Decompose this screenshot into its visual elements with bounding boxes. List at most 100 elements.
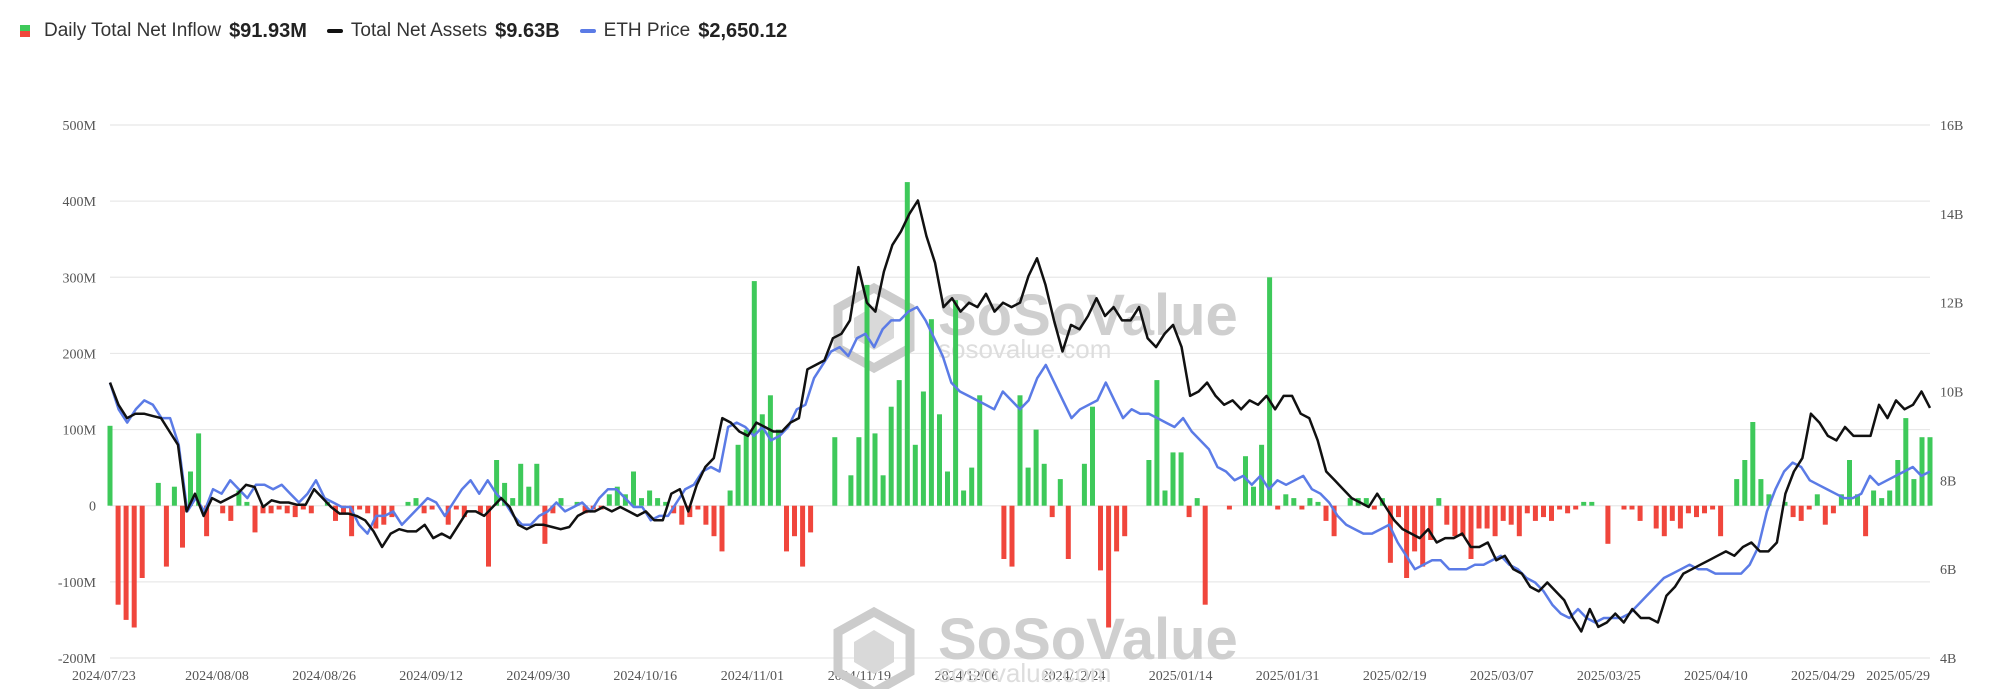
inflow-bar[interactable] (1194, 498, 1200, 506)
inflow-bar[interactable] (1444, 505, 1450, 525)
inflow-bar[interactable] (1396, 505, 1401, 518)
inflow-bar[interactable] (679, 505, 685, 525)
inflow-bar[interactable] (1162, 490, 1168, 506)
inflow-bar[interactable] (1500, 505, 1506, 521)
inflow-bar[interactable] (284, 505, 290, 514)
inflow-bar[interactable] (1806, 505, 1812, 510)
inflow-bar[interactable] (1307, 498, 1313, 506)
inflow-bar[interactable] (107, 425, 113, 506)
inflow-bar[interactable] (953, 300, 959, 506)
inflow-bar[interactable] (1677, 505, 1683, 529)
inflow-bar[interactable] (1871, 490, 1877, 506)
inflow-bar[interactable] (1903, 418, 1909, 506)
inflow-bar[interactable] (1299, 505, 1305, 510)
inflow-bar[interactable] (848, 475, 854, 506)
inflow-bar[interactable] (1106, 505, 1112, 628)
inflow-bar[interactable] (1863, 505, 1869, 537)
inflow-bar[interactable] (1750, 422, 1756, 506)
inflow-bar[interactable] (461, 505, 467, 518)
inflow-bar[interactable] (1323, 505, 1329, 521)
inflow-bar[interactable] (413, 498, 419, 506)
inflow-bar[interactable] (260, 505, 266, 514)
inflow-bar[interactable] (937, 414, 942, 506)
inflow-bar[interactable] (1605, 505, 1611, 544)
inflow-bar[interactable] (1154, 380, 1160, 506)
inflow-bar[interactable] (1275, 505, 1281, 510)
inflow-bar[interactable] (631, 471, 636, 506)
inflow-bar[interactable] (1814, 494, 1820, 506)
inflow-bar[interactable] (486, 505, 491, 567)
inflow-bar[interactable] (123, 505, 129, 620)
inflow-bar[interactable] (1734, 479, 1740, 506)
inflow-bar[interactable] (268, 505, 274, 514)
inflow-bar[interactable] (856, 437, 862, 506)
inflow-bar[interactable] (775, 429, 781, 506)
inflow-bar[interactable] (204, 505, 210, 537)
inflow-bar[interactable] (1428, 505, 1434, 540)
inflow-bar[interactable] (502, 482, 508, 506)
inflow-bar[interactable] (1202, 505, 1208, 605)
inflow-bar[interactable] (735, 444, 741, 506)
inflow-bar[interactable] (1315, 501, 1321, 506)
inflow-bar[interactable] (639, 498, 644, 506)
inflow-bar[interactable] (1581, 501, 1587, 506)
inflow-bar[interactable] (977, 395, 983, 506)
inflow-bar[interactable] (1065, 505, 1071, 559)
inflow-bar[interactable] (1460, 505, 1466, 537)
inflow-bar[interactable] (196, 433, 202, 506)
inflow-bar[interactable] (1363, 498, 1369, 506)
inflow-bar[interactable] (1702, 505, 1707, 514)
inflow-bar[interactable] (1758, 479, 1764, 506)
inflow-bar[interactable] (1259, 444, 1265, 506)
inflow-bar[interactable] (1476, 505, 1482, 529)
inflow-bar[interactable] (1589, 501, 1595, 506)
inflow-bar[interactable] (341, 505, 346, 514)
inflow-bar[interactable] (1653, 505, 1659, 529)
inflow-bar[interactable] (1516, 505, 1522, 537)
inflow-bar[interactable] (1057, 479, 1063, 506)
inflow-bar[interactable] (1251, 486, 1256, 506)
inflow-bar[interactable] (1549, 505, 1554, 521)
inflow-bar[interactable] (1243, 456, 1248, 506)
inflow-bar[interactable] (1001, 505, 1007, 559)
inflow-bar[interactable] (864, 284, 870, 506)
inflow-bar[interactable] (1838, 494, 1844, 506)
inflow-bar[interactable] (1178, 452, 1184, 506)
inflow-bar[interactable] (711, 505, 717, 537)
inflow-bar[interactable] (1565, 505, 1571, 514)
inflow-bar[interactable] (1669, 505, 1675, 521)
legend-item-inflow[interactable]: Daily Total Net Inflow $91.93M (20, 20, 307, 43)
inflow-bar[interactable] (1685, 505, 1691, 514)
inflow-bar[interactable] (429, 505, 435, 510)
inflow-bar[interactable] (1122, 505, 1128, 537)
inflow-bar[interactable] (349, 505, 355, 537)
inflow-bar[interactable] (220, 505, 226, 514)
inflow-bar[interactable] (1661, 505, 1667, 537)
legend-item-price[interactable]: ETH Price $2,650.12 (579, 20, 787, 43)
inflow-bar[interactable] (1484, 505, 1490, 529)
inflow-bar[interactable] (743, 429, 749, 506)
inflow-bar[interactable] (1822, 505, 1828, 525)
inflow-bar[interactable] (236, 490, 242, 506)
inflow-bar[interactable] (1283, 494, 1289, 506)
inflow-bar[interactable] (969, 467, 975, 506)
inflow-bar[interactable] (961, 490, 967, 506)
inflow-bar[interactable] (727, 490, 733, 506)
inflow-bar[interactable] (647, 490, 653, 506)
inflow-bar[interactable] (1766, 494, 1772, 506)
legend-item-assets[interactable]: Total Net Assets $9.63B (326, 20, 560, 43)
inflow-bar[interactable] (1879, 498, 1885, 506)
inflow-bar[interactable] (453, 505, 459, 510)
inflow-bar[interactable] (1033, 429, 1039, 506)
inflow-bar[interactable] (1017, 395, 1023, 506)
inflow-bar[interactable] (445, 505, 451, 525)
inflow-bar[interactable] (333, 505, 338, 521)
inflow-bar[interactable] (228, 505, 234, 521)
inflow-bar[interactable] (1049, 505, 1055, 518)
inflow-bar[interactable] (904, 182, 910, 506)
inflow-bar[interactable] (1798, 505, 1804, 521)
inflow-bar[interactable] (550, 505, 556, 514)
inflow-bar[interactable] (1710, 505, 1716, 510)
inflow-bar[interactable] (792, 505, 797, 537)
inflow-bar[interactable] (558, 498, 564, 506)
